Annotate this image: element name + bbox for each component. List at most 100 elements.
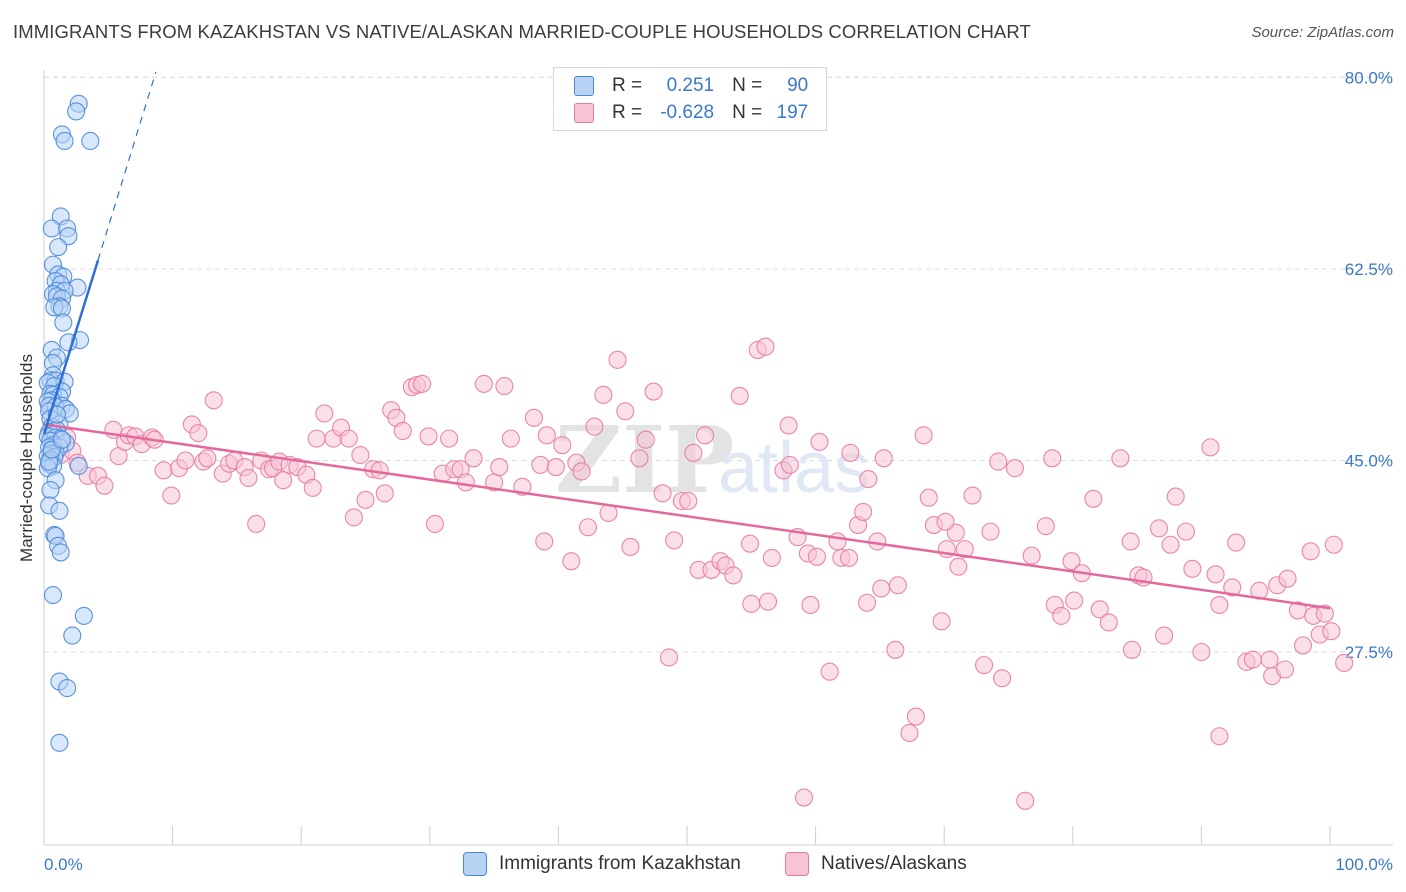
natives-point (742, 594, 761, 613)
series-immigrants-kazakhstan (38, 94, 100, 752)
kazakhstan-point (58, 679, 77, 698)
kazakhstan-point (41, 480, 60, 500)
natives-point (1176, 522, 1196, 541)
natives-point (644, 382, 663, 401)
natives-point (594, 385, 613, 404)
natives-point (456, 473, 475, 492)
natives-point (839, 548, 859, 567)
kazakhstan-point (67, 102, 86, 121)
natives-point (630, 449, 649, 468)
natives-point (419, 427, 438, 446)
natives-point (794, 788, 814, 807)
natives-point (900, 723, 919, 743)
kazakhstan-point (69, 456, 88, 476)
natives-point (1192, 642, 1211, 662)
natives-point (490, 458, 509, 477)
series-legend-natives[interactable]: Natives/Alaskans (785, 852, 967, 876)
natives-point (375, 484, 394, 503)
kazakhstan-point (54, 313, 73, 332)
natives-point (578, 518, 598, 537)
natives-point (695, 426, 715, 445)
natives-point (1005, 459, 1024, 478)
natives-point (1084, 489, 1103, 508)
natives-point (1210, 727, 1229, 746)
legend-row-kazakhstan: R = 0.251 N = 90 (574, 74, 808, 98)
natives-point (955, 540, 974, 559)
natives-point (440, 429, 459, 448)
kazakhstan-point (49, 238, 68, 257)
natives-point (474, 374, 493, 393)
natives-point (932, 612, 951, 631)
natives-point (1099, 613, 1118, 632)
legend-swatch-blue (574, 76, 594, 96)
legend-n-value: 197 (776, 102, 809, 123)
natives-point (1122, 640, 1142, 659)
legend-n-label: N = (732, 102, 763, 123)
natives-point (1161, 535, 1180, 554)
kazakhstan-point (74, 606, 93, 625)
natives-point (820, 662, 839, 681)
legend-r-label: R = (612, 75, 643, 96)
natives-point (524, 408, 544, 427)
trend-lines (42, 71, 1331, 610)
natives-point (756, 337, 775, 356)
natives-point (1201, 438, 1220, 457)
natives-point (975, 656, 994, 675)
natives-point (810, 432, 829, 451)
natives-point (888, 576, 907, 595)
natives-point (981, 522, 1000, 541)
natives-point (239, 468, 258, 488)
legend-r-value: -0.628 (660, 102, 715, 123)
natives-point (1121, 532, 1140, 551)
natives-point (247, 514, 266, 534)
kazakhstan-point (63, 626, 82, 645)
natives-point (1016, 791, 1035, 810)
natives-trend-line (43, 423, 1331, 610)
natives-point (1223, 578, 1242, 597)
natives-point (724, 566, 743, 585)
natives-point (495, 377, 514, 396)
natives-point (1322, 622, 1341, 641)
natives-point (562, 552, 581, 571)
y-tick-label: 62.5% (1345, 260, 1393, 279)
natives-point (936, 512, 955, 531)
series-natives-alaskans (45, 337, 1354, 810)
natives-point (464, 449, 483, 468)
natives-point (198, 449, 217, 468)
natives-point (95, 476, 114, 495)
natives-point (351, 445, 370, 465)
natives-point (162, 486, 181, 505)
legend-r-label: R = (612, 102, 643, 123)
natives-point (531, 455, 550, 474)
natives-point (393, 421, 412, 441)
natives-point (1065, 591, 1084, 610)
y-axis-label: Married-couple Households (17, 354, 36, 562)
legend-swatch-blue (463, 852, 487, 876)
legend-row-natives: R = -0.628 N = 197 (574, 101, 808, 125)
legend-r-value: 0.251 (666, 75, 715, 96)
kazakhstan-point (55, 131, 74, 151)
natives-point (204, 391, 223, 410)
natives-point (572, 462, 591, 481)
series-legend-kazakhstan[interactable]: Immigrants from Kazakhstan (463, 852, 741, 876)
natives-point (963, 486, 982, 505)
legend-swatch-pink (574, 103, 594, 123)
natives-point (274, 471, 293, 490)
kazakhstan-point (81, 131, 100, 151)
natives-point (315, 404, 334, 423)
natives-point (307, 429, 326, 448)
kazakhstan-point (42, 219, 61, 238)
natives-point (1062, 552, 1081, 571)
natives-point (616, 402, 635, 421)
series-legend-label: Immigrants from Kazakhstan (499, 853, 741, 874)
natives-point (1210, 595, 1229, 614)
natives-point (779, 416, 798, 435)
natives-point (1275, 660, 1295, 679)
natives-point (828, 532, 847, 551)
natives-point (585, 417, 604, 436)
natives-point (906, 707, 925, 726)
natives-point (553, 436, 572, 455)
natives-point (1301, 542, 1320, 561)
chart-title: IMMIGRANTS FROM KAZAKHSTAN VS NATIVE/ALA… (13, 21, 1031, 42)
